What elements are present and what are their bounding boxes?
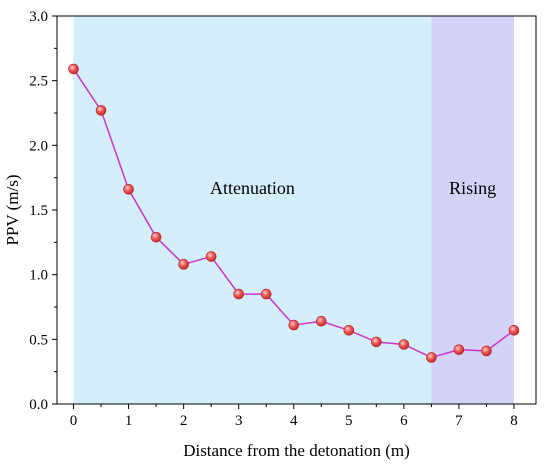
y-tick-label-1.0: 1.0: [29, 268, 48, 284]
data-point-8: [288, 319, 300, 331]
x-tick-label-3: 3: [235, 413, 243, 429]
data-point-3: [150, 231, 162, 243]
x-tick-label-4: 4: [290, 413, 298, 429]
data-point-7: [260, 288, 272, 300]
data-point-5: [205, 251, 217, 262]
region-labels: Attenuation Rising: [210, 178, 496, 198]
x-tick-label-5: 5: [345, 413, 353, 429]
region-label-attenuation: Attenuation: [210, 178, 295, 198]
y-tick-label-1.5: 1.5: [29, 203, 48, 219]
data-point-13: [426, 352, 437, 363]
data-point-14: [453, 344, 465, 355]
region-rising-band: [431, 16, 514, 404]
x-tick-label-7: 7: [455, 413, 463, 429]
data-point-4: [178, 259, 189, 270]
data-point-12: [398, 339, 410, 350]
y-tick-label-0.0: 0.0: [29, 397, 48, 413]
y-tick-label-0.5: 0.5: [29, 332, 48, 348]
data-point-1: [95, 105, 107, 116]
background-regions: [73, 16, 514, 404]
x-axis-title: Distance from the detonation (m): [183, 441, 410, 460]
y-tick-label-2.5: 2.5: [29, 74, 48, 90]
x-tick-label-0: 0: [70, 413, 78, 429]
axes: 0 1 2 3 4 5 6 7 8 0.0 0.5 1.0 1.5 2.0 2.5 3.0: [29, 9, 537, 429]
data-point-15: [481, 345, 492, 357]
data-point-11: [371, 336, 382, 348]
y-tick-label-2.0: 2.0: [29, 138, 48, 154]
x-tick-label-8: 8: [510, 413, 518, 429]
data-point-2: [123, 184, 134, 195]
data-points-layer: [68, 63, 520, 363]
data-point-0: [68, 63, 79, 75]
data-point-6: [233, 288, 244, 300]
x-tick-label-1: 1: [125, 413, 133, 429]
data-point-9: [315, 315, 327, 327]
y-tick-label-3.0: 3.0: [29, 9, 48, 25]
x-tick-label-6: 6: [400, 413, 408, 429]
y-axis-title: PPV (m/s): [3, 174, 22, 245]
data-point-16: [508, 324, 520, 336]
region-label-rising: Rising: [449, 178, 496, 198]
x-tick-label-2: 2: [180, 413, 188, 429]
data-point-10: [343, 324, 355, 336]
